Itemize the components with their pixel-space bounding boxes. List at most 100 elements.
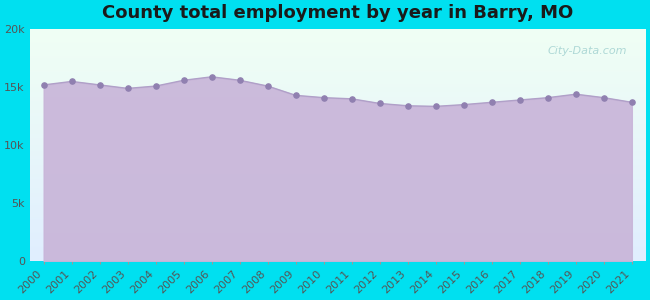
Bar xyxy=(30,188,646,189)
Point xyxy=(571,92,581,97)
Bar xyxy=(30,220,646,222)
Bar xyxy=(30,123,646,124)
Bar xyxy=(30,41,646,42)
Bar xyxy=(30,222,646,223)
Bar xyxy=(30,29,646,30)
Bar xyxy=(30,65,646,66)
Bar xyxy=(30,224,646,225)
Bar xyxy=(30,55,646,56)
Bar xyxy=(30,97,646,98)
Bar xyxy=(30,168,646,169)
Bar xyxy=(30,216,646,217)
Bar xyxy=(30,64,646,65)
Bar xyxy=(30,42,646,43)
Bar xyxy=(30,212,646,214)
Point xyxy=(459,102,469,107)
Bar xyxy=(30,209,646,210)
Bar xyxy=(30,231,646,232)
Bar xyxy=(30,107,646,108)
Bar xyxy=(30,34,646,35)
Bar xyxy=(30,210,646,211)
Bar xyxy=(30,208,646,209)
Bar xyxy=(30,135,646,136)
Bar xyxy=(30,133,646,134)
Bar xyxy=(30,242,646,243)
Bar xyxy=(30,148,646,149)
Bar xyxy=(30,144,646,145)
Point xyxy=(627,100,637,105)
Bar xyxy=(30,255,646,256)
Bar xyxy=(30,106,646,107)
Bar xyxy=(30,154,646,156)
Point xyxy=(151,84,161,88)
Bar xyxy=(30,173,646,174)
Bar xyxy=(30,218,646,219)
Bar xyxy=(30,143,646,144)
Bar xyxy=(30,140,646,141)
Bar xyxy=(30,48,646,49)
Bar xyxy=(30,127,646,128)
Bar xyxy=(30,215,646,216)
Bar xyxy=(30,91,646,92)
Bar xyxy=(30,57,646,58)
Bar xyxy=(30,258,646,259)
Bar xyxy=(30,239,646,240)
Point xyxy=(318,95,329,100)
Bar xyxy=(30,244,646,245)
Bar xyxy=(30,47,646,48)
Bar xyxy=(30,88,646,90)
Bar xyxy=(30,211,646,212)
Bar xyxy=(30,202,646,203)
Bar xyxy=(30,246,646,247)
Bar xyxy=(30,153,646,154)
Bar xyxy=(30,61,646,62)
Point xyxy=(38,82,49,87)
Bar xyxy=(30,225,646,226)
Bar xyxy=(30,238,646,239)
Bar xyxy=(30,223,646,224)
Bar xyxy=(30,186,646,187)
Bar xyxy=(30,128,646,129)
Bar xyxy=(30,248,646,250)
Point xyxy=(346,96,357,101)
Bar xyxy=(30,195,646,196)
Bar xyxy=(30,240,646,242)
Bar xyxy=(30,152,646,153)
Bar xyxy=(30,157,646,158)
Bar xyxy=(30,164,646,165)
Bar xyxy=(30,161,646,163)
Bar xyxy=(30,131,646,133)
Bar xyxy=(30,178,646,179)
Bar xyxy=(30,33,646,34)
Bar xyxy=(30,110,646,112)
Bar xyxy=(30,115,646,116)
Bar xyxy=(30,137,646,138)
Bar xyxy=(30,94,646,95)
Point xyxy=(402,103,413,108)
Bar xyxy=(30,130,646,131)
Bar xyxy=(30,145,646,146)
Bar xyxy=(30,254,646,255)
Point xyxy=(374,101,385,106)
Bar xyxy=(30,219,646,220)
Bar xyxy=(30,38,646,39)
Bar xyxy=(30,253,646,254)
Bar xyxy=(30,136,646,137)
Bar xyxy=(30,54,646,55)
Bar xyxy=(30,124,646,125)
Bar xyxy=(30,68,646,69)
Bar xyxy=(30,187,646,188)
Bar xyxy=(30,80,646,81)
Bar xyxy=(30,90,646,91)
Bar xyxy=(30,36,646,38)
Bar xyxy=(30,121,646,122)
Bar xyxy=(30,182,646,184)
Bar xyxy=(30,252,646,253)
Point xyxy=(430,104,441,109)
Bar xyxy=(30,113,646,114)
Bar xyxy=(30,193,646,194)
Bar xyxy=(30,142,646,143)
Bar xyxy=(30,260,646,261)
Bar xyxy=(30,196,646,197)
Bar xyxy=(30,46,646,47)
